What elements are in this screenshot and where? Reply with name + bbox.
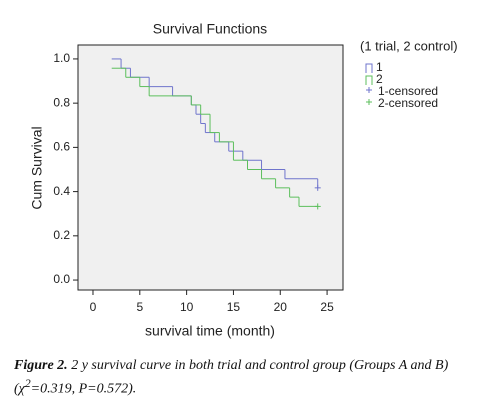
legend-label: 2-censored bbox=[378, 96, 438, 110]
x-tick-label: 15 bbox=[227, 300, 241, 314]
y-tick-label: 0.6 bbox=[53, 140, 70, 154]
legend-swatch bbox=[365, 63, 373, 73]
caption-text-end: =0.319, P=0.572). bbox=[30, 381, 137, 397]
censor-mark bbox=[314, 184, 321, 191]
x-tick-label: 0 bbox=[90, 300, 97, 314]
caption-sup: 2 bbox=[24, 377, 31, 390]
x-tick-label: 25 bbox=[320, 300, 334, 314]
legend-title: (1 trial, 2 control) bbox=[360, 38, 458, 53]
x-axis-label: survival time (month) bbox=[145, 323, 275, 339]
x-tick-label: 20 bbox=[274, 300, 288, 314]
chart: Survival Functions survival time (month)… bbox=[29, 21, 458, 339]
legend-label: 1-censored bbox=[378, 84, 438, 98]
x-tick-label: 10 bbox=[180, 300, 194, 314]
y-tick-label: 0.0 bbox=[53, 272, 70, 286]
plot-area bbox=[77, 44, 344, 291]
censor-mark bbox=[314, 203, 321, 210]
chart-title: Survival Functions bbox=[153, 21, 267, 37]
caption: Figure 2. 2 y survival curve in both tri… bbox=[14, 357, 484, 399]
legend-label: 2 bbox=[376, 72, 383, 86]
y-axis-label: Cum Survival bbox=[29, 126, 45, 209]
y-tick-label: 0.4 bbox=[53, 184, 70, 198]
legend-label: 1 bbox=[376, 60, 383, 74]
x-tick-label: 5 bbox=[136, 300, 143, 314]
caption-label: Figure 2. bbox=[14, 358, 68, 373]
y-tick-label: 1.0 bbox=[53, 51, 70, 65]
caption-text: 2 y survival curve in both trial and con… bbox=[14, 358, 449, 397]
legend-swatch bbox=[365, 75, 373, 85]
y-tick-label: 0.2 bbox=[53, 228, 70, 242]
y-tick-label: 0.8 bbox=[53, 95, 70, 109]
